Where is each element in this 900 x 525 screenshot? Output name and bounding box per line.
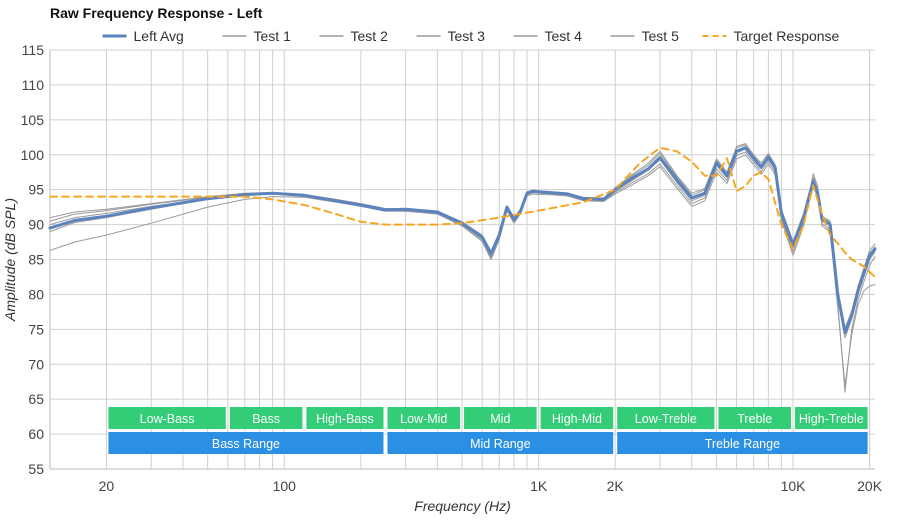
series-line-target-response	[49, 146, 876, 278]
y-tick-label: 75	[28, 321, 44, 337]
band-box	[108, 407, 226, 429]
legend-label: Test 4	[545, 28, 583, 44]
band-box	[795, 407, 868, 429]
legend-label: Test 5	[642, 28, 680, 44]
band-label: Treble Range	[705, 437, 780, 451]
legend-label: Left Avg	[134, 28, 184, 44]
x-tick-label: 100	[273, 478, 297, 494]
y-tick-label: 90	[28, 217, 44, 233]
band-box	[387, 432, 614, 454]
x-tick-label: 2K	[607, 478, 625, 494]
y-tick-label: 115	[22, 42, 45, 58]
legend-label: Test 2	[351, 28, 389, 44]
band-label: Bass	[252, 412, 280, 426]
y-tick-label: 85	[28, 252, 44, 268]
legend-label: Test 3	[448, 28, 486, 44]
x-axis-title: Frequency (Hz)	[414, 498, 510, 514]
band-label: High-Treble	[799, 412, 864, 426]
band-box	[229, 407, 303, 429]
y-tick-label: 60	[28, 426, 44, 442]
y-tick-label: 65	[28, 391, 44, 407]
band-box	[540, 407, 614, 429]
band-box	[464, 407, 537, 429]
band-label: Mid Range	[470, 437, 530, 451]
band-label: High-Bass	[316, 412, 374, 426]
band-label: Low-Bass	[140, 412, 195, 426]
band-box	[306, 407, 384, 429]
y-tick-label: 100	[21, 147, 45, 163]
y-tick-label: 70	[28, 356, 44, 372]
band-box	[617, 432, 868, 454]
band-box	[617, 407, 715, 429]
band-label: Low-Treble	[635, 412, 697, 426]
chart-title: Raw Frequency Response - Left	[50, 5, 263, 21]
x-tick-label: 20K	[857, 478, 883, 494]
band-box	[387, 407, 461, 429]
y-tick-label: 55	[28, 461, 44, 477]
band-label: Treble	[737, 412, 772, 426]
band-label: Bass Range	[212, 437, 280, 451]
band-box	[108, 432, 384, 454]
legend-label: Target Response	[734, 28, 840, 44]
x-tick-label: 1K	[530, 478, 548, 494]
y-tick-label: 95	[28, 182, 44, 198]
band-label: Mid	[490, 412, 510, 426]
y-tick-label: 110	[22, 77, 45, 93]
legend-label: Test 1	[254, 28, 292, 44]
band-label: Low-Mid	[400, 412, 447, 426]
band-label: High-Mid	[552, 412, 602, 426]
x-tick-label: 10K	[781, 478, 807, 494]
x-tick-label: 20	[99, 478, 115, 494]
y-tick-label: 105	[21, 112, 45, 128]
band-box	[718, 407, 792, 429]
y-tick-label: 80	[28, 286, 44, 302]
y-axis-title: Amplitude (dB SPL)	[2, 198, 18, 322]
series-line-left-avg	[48, 146, 877, 335]
